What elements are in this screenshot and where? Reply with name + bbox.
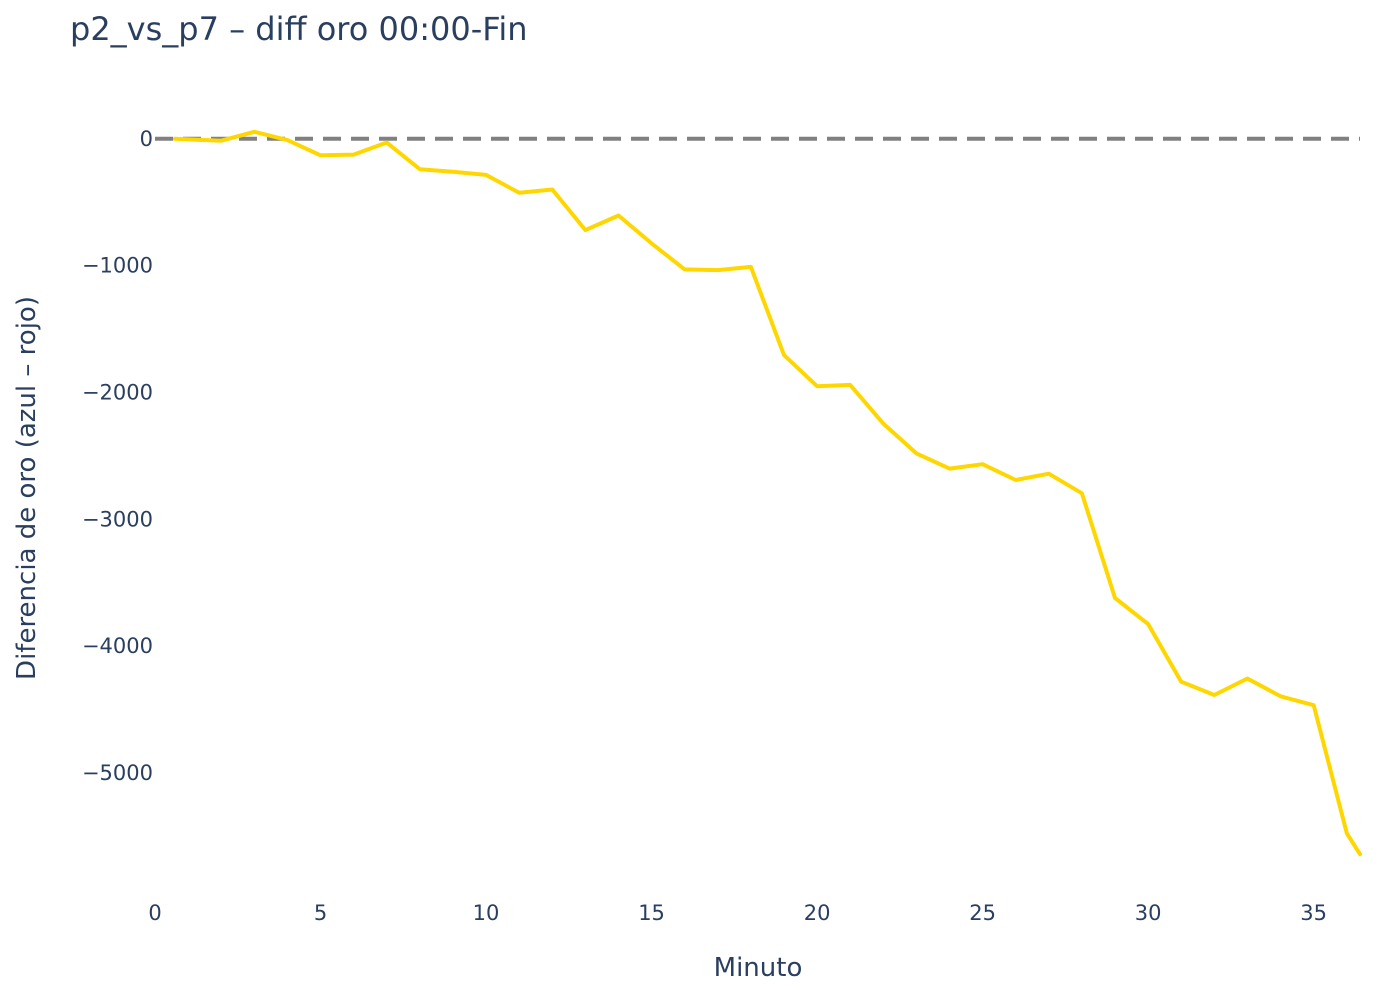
y-axis-ticks: 0 −1000 −2000 −3000 −4000 −5000 (82, 127, 153, 785)
x-tick-label: 5 (314, 901, 327, 925)
x-tick-label: 35 (1300, 901, 1327, 925)
x-tick-label: 25 (969, 901, 996, 925)
series-group (172, 129, 1362, 857)
x-tick-label: 20 (804, 901, 831, 925)
y-tick-label: −3000 (82, 507, 153, 531)
y-tick-label: −5000 (82, 761, 153, 785)
x-axis-ticks: 0 5 10 15 20 25 30 35 (148, 901, 1327, 925)
x-tick-label: 15 (638, 901, 665, 925)
x-tick-label: 30 (1135, 901, 1162, 925)
y-tick-label: −1000 (82, 254, 153, 278)
y-tick-label: 0 (140, 127, 153, 151)
x-tick-label: 10 (473, 901, 500, 925)
x-axis-title: Minuto (714, 953, 803, 983)
y-tick-label: −4000 (82, 634, 153, 658)
y-axis-title: Diferencia de oro (azul – rojo) (12, 296, 42, 680)
chart-title: p2_vs_p7 – diff oro 00:00-Fin (70, 10, 528, 48)
series-line (172, 129, 1362, 857)
y-tick-label: −2000 (82, 380, 153, 404)
x-tick-label: 0 (148, 901, 161, 925)
